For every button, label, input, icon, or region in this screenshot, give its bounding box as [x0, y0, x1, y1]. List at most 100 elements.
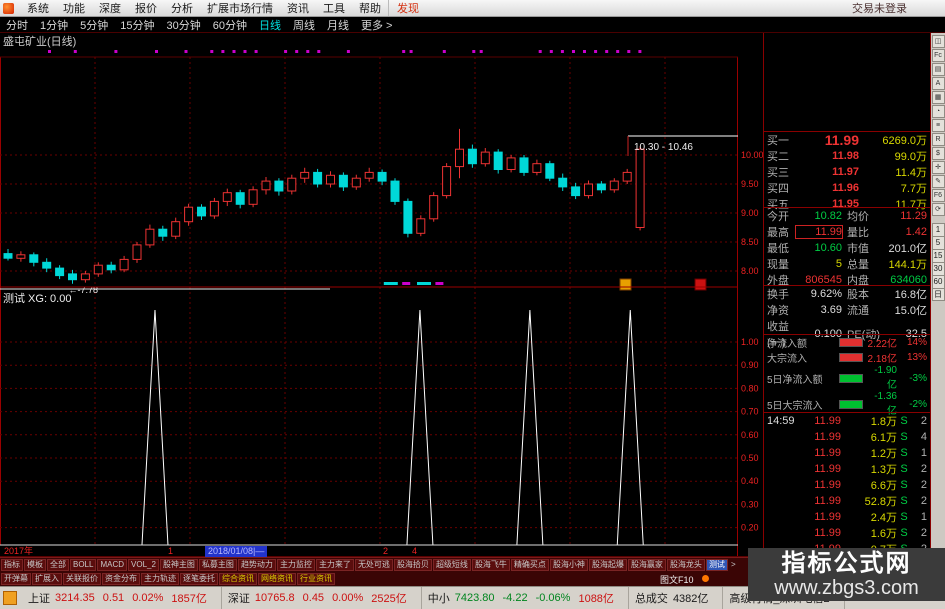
candle-body[interactable] [480, 151, 490, 165]
candle-body[interactable] [313, 171, 323, 185]
candle-body[interactable] [261, 180, 271, 191]
list-icon[interactable]: ▤ [931, 63, 945, 76]
index-label[interactable]: 深证 [227, 593, 250, 605]
tab-overflow-arrow[interactable]: > [730, 560, 736, 569]
tick-row[interactable]: 11.99 1.6万 S 2 [764, 525, 930, 541]
indicator-tab[interactable]: MACD [97, 559, 128, 571]
period-quick-button[interactable]: 15 [931, 249, 945, 262]
period-tab[interactable]: 更多 > [361, 19, 393, 32]
tick-row[interactable]: 11.99 1.2万 S 1 [764, 445, 930, 461]
menu-item[interactable]: 工具 [323, 3, 345, 15]
tick-row[interactable]: 11.99 2.4万 S 1 [764, 509, 930, 525]
indicator-tab[interactable]: 股神主图 [159, 559, 198, 571]
menu-item[interactable]: 系统 [27, 3, 49, 15]
candlestick-chart[interactable]: 10.009.509.008.508.00盛屯矿业(日线)←-7.7810.30… [0, 33, 765, 557]
candle-body[interactable] [609, 180, 619, 191]
indicator-tab[interactable]: 无处可逃 [354, 559, 393, 571]
indicator-tab[interactable]: 模板 [24, 559, 46, 571]
grid-icon[interactable]: ▦ [931, 91, 945, 104]
candle-body[interactable] [467, 148, 477, 165]
indicator-tab[interactable]: 私募主图 [198, 559, 237, 571]
layout-icon[interactable]: ◫ [931, 35, 945, 48]
menu-lines-icon[interactable]: ≡ [931, 119, 945, 132]
buy-row[interactable]: 买三 11.97 11.4万 [764, 164, 930, 180]
candle-body[interactable] [145, 228, 155, 246]
indicator-tab[interactable]: 测试 [705, 559, 728, 571]
period-quick-button[interactable]: 60 [931, 275, 945, 288]
period-tab[interactable]: 周线 [293, 19, 315, 32]
period-tab[interactable]: 60分钟 [212, 19, 247, 32]
candle-body[interactable] [403, 200, 413, 234]
status-icon[interactable] [3, 591, 17, 605]
candle-body[interactable] [558, 177, 568, 188]
candle-body[interactable] [519, 157, 529, 173]
indicator-tab[interactable]: 股海小神 [549, 559, 588, 571]
info-tab[interactable]: 关联报价 [63, 573, 101, 585]
candle-body[interactable] [532, 163, 542, 173]
candle-body[interactable] [158, 228, 168, 237]
candle-body[interactable] [209, 200, 219, 217]
info-tab[interactable]: 开弹幕 [1, 573, 31, 585]
candle-body[interactable] [300, 171, 310, 179]
indicator-tab[interactable]: 股海龙头 [666, 559, 705, 571]
candle-body[interactable] [235, 192, 245, 205]
tick-row[interactable]: 11.99 6.6万 S 2 [764, 477, 930, 493]
candle-body[interactable] [197, 206, 206, 217]
menu-item[interactable]: 深度 [99, 3, 121, 15]
index-label[interactable]: 中小 [427, 593, 450, 605]
info-tab[interactable]: 综合资讯 [219, 573, 257, 585]
info-tab[interactable]: 网络资讯 [258, 573, 296, 585]
app-logo-icon[interactable] [3, 2, 14, 14]
refresh-icon[interactable]: ⟳ [931, 203, 945, 216]
indicator-tab[interactable]: 全部 [47, 559, 69, 571]
indicator-tab[interactable]: 精确买点 [510, 559, 549, 571]
indicator-tab[interactable]: 主力来了 [315, 559, 354, 571]
candle-body[interactable] [364, 171, 374, 179]
menu-item[interactable]: 资讯 [287, 3, 309, 15]
index-label[interactable]: 上证 [28, 593, 50, 605]
candle-body[interactable] [338, 174, 348, 188]
indicator-tab[interactable]: 趋势动力 [237, 559, 276, 571]
f6-icon[interactable]: F6 [931, 189, 945, 202]
candle-body[interactable] [545, 163, 555, 179]
buy-flag-icon[interactable] [619, 278, 632, 291]
info-tab[interactable]: 逐笔委托 [180, 573, 218, 585]
info-tab[interactable]: 扩展入 [32, 573, 62, 585]
candle-body[interactable] [42, 261, 52, 269]
tick-row[interactable]: 11.99 52.8万 S 2 [764, 493, 930, 509]
index-label[interactable]: 总成交 [634, 593, 668, 605]
candle-body[interactable] [248, 189, 258, 205]
period-tab[interactable]: 月线 [327, 19, 349, 32]
info-tab[interactable]: 资金分布 [102, 573, 140, 585]
candle-body[interactable] [326, 174, 335, 185]
candle-body[interactable] [584, 183, 593, 197]
candle-body[interactable] [571, 186, 581, 197]
candle-body[interactable] [106, 264, 116, 271]
candle-body[interactable] [222, 192, 232, 202]
candle-body[interactable] [16, 254, 26, 259]
period-quick-button[interactable]: 日 [931, 288, 945, 301]
candle-body[interactable] [184, 206, 194, 223]
info-tab[interactable]: 行业资讯 [297, 573, 335, 585]
candle-body[interactable] [596, 183, 606, 191]
candle-body[interactable] [493, 151, 503, 170]
candle-body[interactable] [55, 267, 65, 277]
menu-item[interactable]: 报价 [135, 3, 157, 15]
menu-item[interactable]: 帮助 [359, 3, 381, 15]
buy-row[interactable]: 买二 11.98 99.0万 [764, 148, 930, 164]
candle-body[interactable] [93, 264, 103, 275]
candle-body[interactable] [132, 244, 142, 260]
period-tab[interactable]: 15分钟 [120, 19, 155, 32]
clock-icon[interactable]: ◔ [931, 105, 945, 118]
indicator-tab[interactable]: 指标 [1, 559, 23, 571]
indicator-tab[interactable]: VOL_2 [128, 559, 159, 571]
menu-item[interactable]: 功能 [63, 3, 85, 15]
candle-body[interactable] [287, 177, 297, 192]
candle-body[interactable] [377, 171, 387, 182]
indicator-tab[interactable]: 超级短线 [432, 559, 471, 571]
period-tab[interactable]: 日线 [259, 19, 281, 32]
candle-body[interactable] [390, 180, 400, 202]
f10-button[interactable]: 图文F10 [660, 574, 694, 585]
candle-body[interactable] [442, 166, 452, 197]
draw-icon[interactable]: ✎ [931, 175, 945, 188]
